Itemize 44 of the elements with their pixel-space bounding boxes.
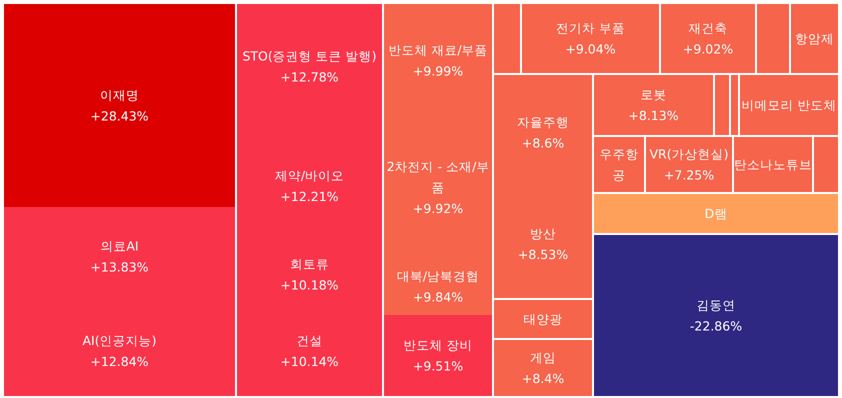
category-label: VR(가상현실) [650,146,728,162]
data-label: +9.04% [565,41,616,56]
category-label: 회토류 [290,256,329,272]
category-label: D램 [704,206,728,221]
data-label: +9.92% [412,200,464,216]
data-label: +9.84% [412,289,464,304]
data-label: +12.21% [280,188,339,204]
category-label: 자율주행 [517,114,569,130]
category-label: 로봇 [640,86,666,102]
data-label: -22.86% [690,318,742,334]
category-label: 탄소나노튜브 [734,156,812,172]
data-label: +13.83% [90,259,149,274]
data-label: +9.02% [682,41,734,56]
category-label: 재건축 [688,20,728,36]
data-label: +8.6% [522,135,564,150]
category-label: 반도체 장비 [404,337,472,352]
category-label: 이재명 [100,87,139,102]
data-label: +8.13% [628,108,679,123]
category-label: 항암제 [795,30,834,46]
category-label: 제약/바이오 [274,168,344,183]
category-label: 방산 [530,226,556,241]
category-label: 게임 [530,350,556,365]
category-label: 우주항공 [600,146,638,182]
data-label: +10.18% [280,277,339,292]
data-label: +8.53% [518,246,568,262]
data-label: +8.4% [522,370,564,386]
data-label: +12.84% [90,354,149,369]
category-label: 비메모리 반도체 [742,97,836,112]
category-label: 대북/남북경협 [396,268,480,284]
category-label: 전기차 부품 [556,20,625,36]
data-label: +28.43% [90,108,149,124]
category-label: 의료AI [100,238,139,254]
data-label: +9.51% [412,358,464,374]
category-label: 2차전지 - 소재/부품 [386,158,490,195]
category-label: 반도체 재료/부품 [388,42,488,58]
data-label: +10.14% [280,354,339,369]
category-label: STO(증권형 토큰 발행) [242,48,377,64]
category-label: 태양광 [524,311,562,326]
data-label: +7.25% [664,167,714,182]
data-label: +12.78% [280,69,339,84]
category-label: 건설 [296,332,322,348]
category-label: 김동연 [696,297,736,312]
category-label: AI(인공지능) [82,332,156,348]
data-label: +9.99% [412,63,464,78]
